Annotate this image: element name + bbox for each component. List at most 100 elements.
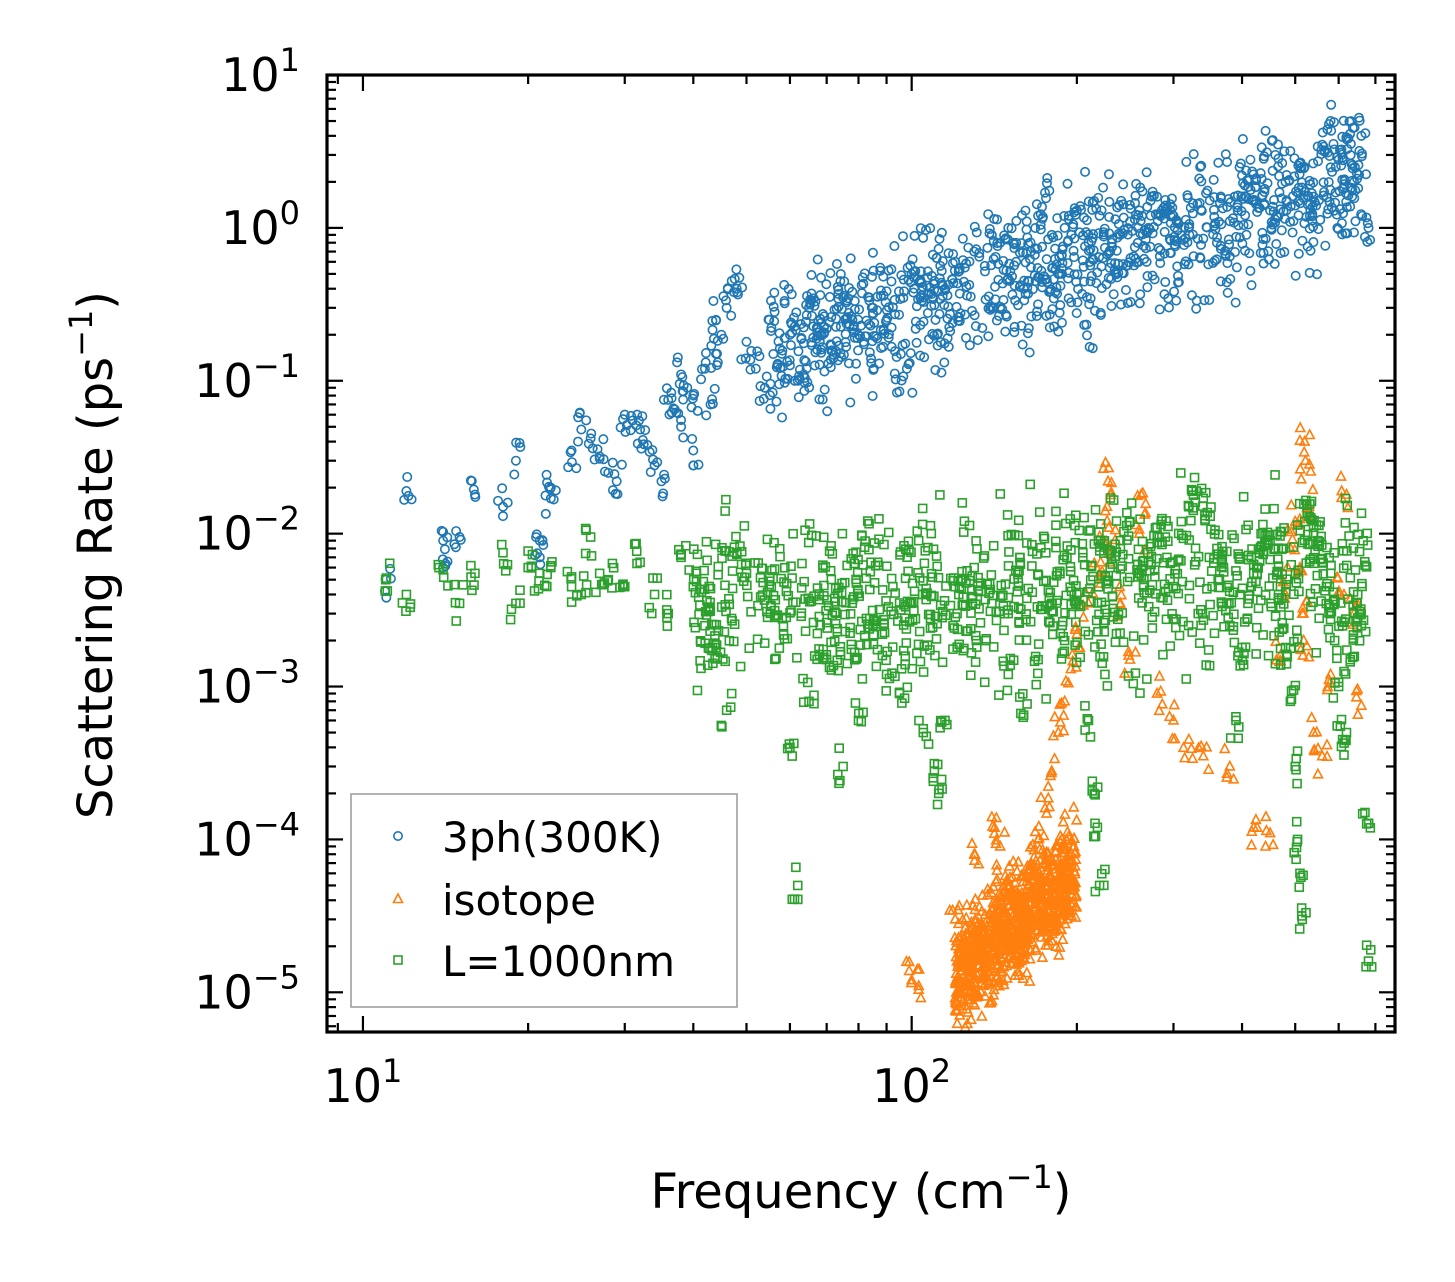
circle-point [1131, 178, 1142, 189]
square-point [932, 799, 943, 810]
circle-point [1037, 201, 1048, 212]
circle-point [784, 329, 795, 340]
square-point [971, 635, 982, 646]
square-point [1082, 713, 1093, 724]
circle-point [1000, 326, 1011, 337]
square-point [930, 650, 940, 661]
triangle-point [1000, 959, 1013, 971]
circle-point [1011, 237, 1022, 248]
triangle-point [1006, 917, 1018, 929]
triangle-point [952, 942, 965, 954]
square-point [1133, 544, 1144, 555]
circle-point [1133, 257, 1144, 268]
square-point [433, 559, 444, 570]
circle-point [794, 374, 805, 385]
square-point [988, 540, 999, 551]
circle-point [750, 363, 761, 374]
square-point [1229, 637, 1240, 648]
square-point [985, 606, 996, 617]
triangle-point [948, 931, 961, 943]
square-point [591, 587, 601, 598]
square-point [500, 566, 511, 576]
square-point [796, 611, 807, 622]
square-point [1135, 688, 1145, 698]
circle-point [1096, 261, 1107, 272]
triangle-point [1151, 686, 1163, 698]
circle-point [1281, 170, 1292, 181]
triangle-point [1021, 932, 1034, 944]
circle-point [731, 264, 742, 275]
square-point [652, 573, 663, 583]
circle-point [905, 348, 916, 359]
triangle-point [967, 899, 979, 911]
triangle-point [973, 900, 986, 912]
circle-point [1239, 180, 1250, 191]
circle-point [1069, 269, 1080, 280]
triangle-point [1202, 763, 1215, 775]
triangle-point [1281, 560, 1294, 572]
square-point [1239, 648, 1249, 659]
square-point [1329, 547, 1339, 558]
square-point [1200, 515, 1210, 526]
circle-point [619, 409, 630, 420]
circle-point [1145, 241, 1156, 252]
square-point [384, 558, 395, 569]
square-point [1345, 572, 1356, 583]
circle-point [1361, 169, 1372, 180]
legend-markers [392, 830, 404, 965]
square-point [845, 609, 856, 619]
square-point [1286, 559, 1297, 570]
triangle-point [1335, 469, 1347, 481]
square-point [1107, 591, 1118, 602]
circle-point [576, 424, 587, 435]
circle-point [954, 316, 965, 327]
circle-point [990, 251, 1001, 262]
square-point [833, 769, 843, 780]
triangle-point [1036, 950, 1049, 962]
square-point [1025, 479, 1036, 490]
square-point [1206, 566, 1217, 576]
circle-point [587, 443, 598, 454]
square-point [1209, 628, 1220, 639]
square-point [779, 577, 789, 587]
circle-point [1324, 196, 1335, 207]
square-point [1342, 645, 1352, 655]
square-point [862, 516, 873, 526]
circle-point [767, 387, 778, 398]
triangle-point [912, 983, 925, 995]
square-point [871, 661, 882, 672]
triangle-point [1017, 893, 1030, 905]
circle-point [731, 283, 742, 294]
circle-point [755, 381, 766, 392]
triangle-point [964, 938, 977, 950]
square-point [1239, 617, 1250, 627]
square-point [1105, 562, 1115, 573]
circle-point [1179, 259, 1190, 270]
triangle-point [1007, 854, 1020, 866]
square-point [1015, 552, 1025, 563]
square-point [1353, 529, 1363, 540]
x-tick-label: 101 [323, 1052, 402, 1113]
circle-point [581, 415, 592, 426]
square-point [895, 550, 905, 560]
square-point [1137, 598, 1147, 608]
circle-point [616, 459, 627, 470]
circle-point [1198, 233, 1209, 244]
triangle-point [1200, 740, 1213, 752]
square-point [451, 616, 462, 626]
circle-point [1350, 216, 1361, 227]
circle-point [1111, 269, 1122, 280]
circle-point [1256, 142, 1267, 153]
square-point [1186, 515, 1196, 526]
square-point [958, 599, 968, 610]
circle-point [1159, 248, 1170, 259]
square-point [1041, 548, 1051, 558]
square-point [1224, 580, 1234, 591]
circle-point [1196, 176, 1207, 187]
square-point [1330, 596, 1340, 607]
circle-point [1328, 138, 1339, 149]
circle-point [1104, 196, 1115, 207]
square-point [1306, 601, 1316, 612]
circle-point [468, 484, 479, 495]
triangle-point [1350, 690, 1363, 702]
